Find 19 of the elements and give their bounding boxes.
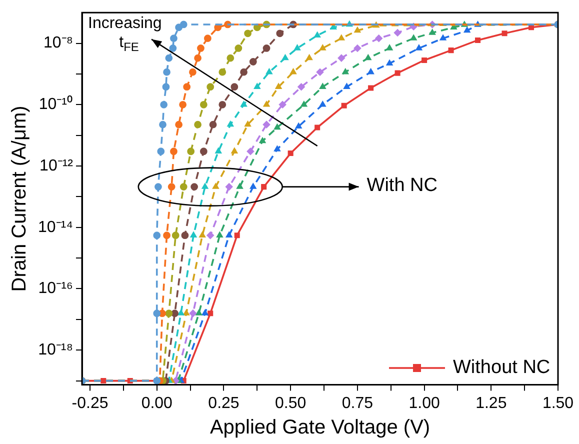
y-tick-label: 10⁻¹² [40,157,74,174]
x-tick-label: 0.00 [141,394,173,412]
annotation: Increasing t$_{FE}$ [88,14,162,56]
x-tick-label: 1.25 [476,394,507,412]
annotation: With NC [366,174,438,196]
y-tick-label: 10⁻⁸ [43,34,73,52]
y-tick-label: 10⁻¹⁰ [38,95,73,114]
y-tick-label: 10⁻¹⁸ [38,342,73,359]
y-axis-title: Drain Current (A/μm) [8,106,31,292]
x-tick-label: 0.50 [275,394,306,412]
legend-label: Without NC [453,356,550,379]
x-tick-label: 0.25 [208,394,240,412]
x-tick-label: 0.75 [342,394,374,412]
x-tick-label: -0.25 [72,394,108,412]
x-tick-label: 1.50 [542,394,574,412]
y-tick-label: 10⁻¹⁶ [38,280,73,298]
y-tick-label: 10⁻¹⁴ [38,218,74,236]
x-axis-title: Applied Gate Voltage (V) [210,416,430,439]
x-tick-label: 1.00 [408,394,440,412]
